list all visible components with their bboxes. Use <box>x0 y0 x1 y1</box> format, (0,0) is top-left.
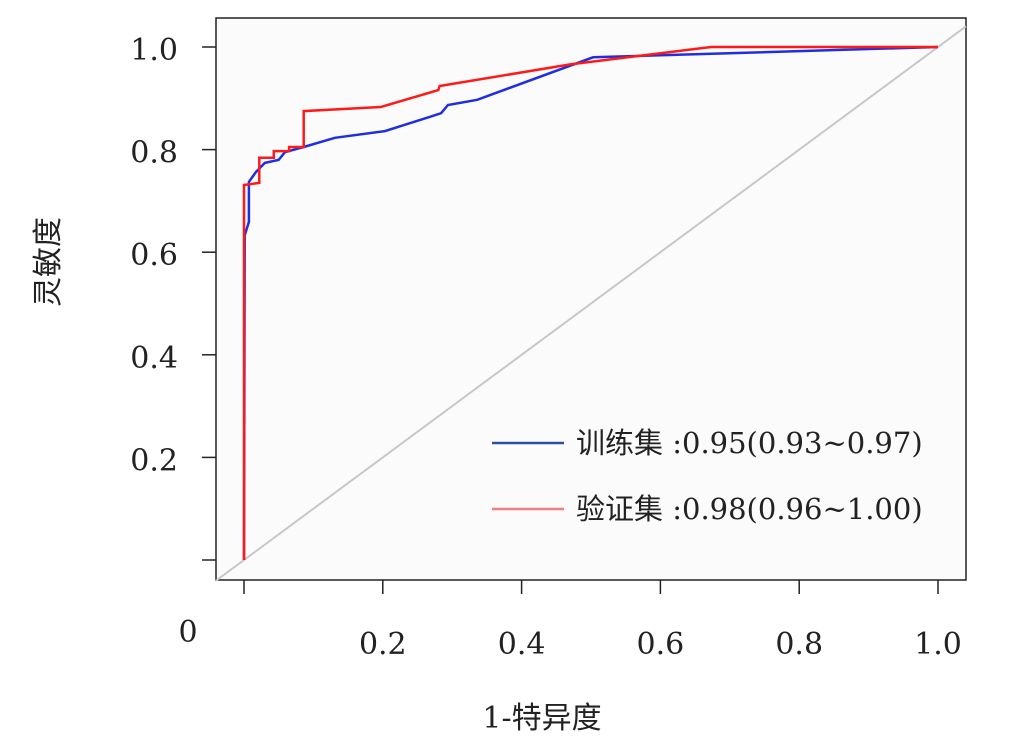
x-tick-label: 0.8 <box>775 627 823 662</box>
reference-diagonal-line <box>215 25 967 582</box>
legend-label: 训练集 :0.95(0.93~0.97) <box>576 426 923 460</box>
series-line-validation <box>242 45 938 560</box>
origin-label: 0 <box>178 615 197 650</box>
legend-label: 验证集 :0.98(0.96~1.00) <box>576 492 923 526</box>
y-tick-label: 0.2 <box>130 443 178 478</box>
y-tick-label: 0.6 <box>130 238 178 273</box>
x-axis-title: 1-特异度 <box>482 701 601 736</box>
y-tick-label: 0.4 <box>130 341 178 376</box>
y-axis-title: 灵敏度 <box>31 217 66 307</box>
y-tick-label: 0.8 <box>130 136 178 171</box>
x-tick-label: 0.4 <box>498 627 546 662</box>
x-tick-label: 0.2 <box>359 627 407 662</box>
legend: 训练集 :0.95(0.93~0.97) 验证集 :0.98(0.96~1.00) <box>492 426 923 526</box>
plot-area <box>215 17 967 581</box>
y-tick-label: 1.0 <box>130 33 178 68</box>
x-tick-label: 1.0 <box>914 627 962 662</box>
x-tick-label: 0.6 <box>637 627 685 662</box>
